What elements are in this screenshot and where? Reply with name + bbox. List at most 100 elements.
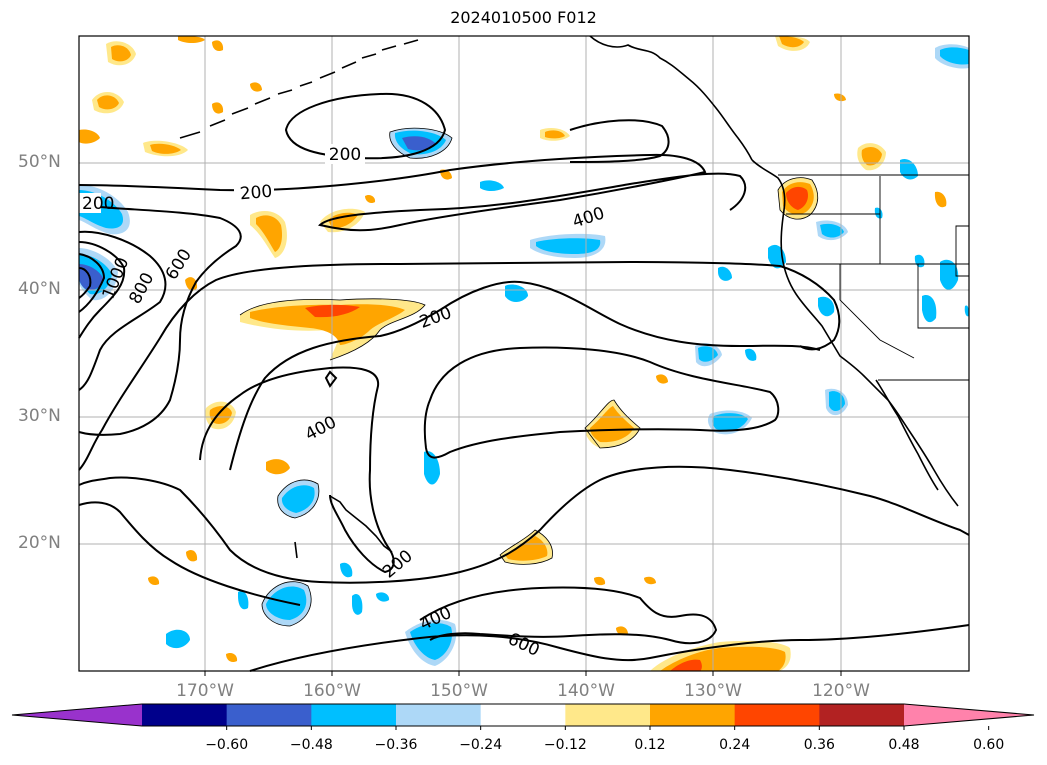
contour-line	[78, 241, 126, 339]
colorbar-swatch	[819, 704, 905, 726]
colorbar-tick-label: −0.24	[459, 737, 503, 753]
cool-blob	[712, 413, 748, 432]
warm-blob	[79, 129, 100, 144]
lon-label: 130°W	[684, 681, 742, 701]
lat-label: 40°N	[18, 279, 61, 299]
lon-ticks	[204, 671, 842, 676]
coastlines	[179, 35, 959, 559]
warm-blob	[861, 146, 882, 166]
alaska-coast	[589, 35, 753, 161]
cool-blob	[536, 238, 601, 254]
lat-label: 30°N	[18, 406, 61, 426]
warm-blob	[779, 36, 804, 48]
cool-blob	[281, 485, 315, 513]
warm-blob	[111, 45, 131, 62]
warm-blob	[656, 374, 668, 384]
contour-line	[78, 253, 106, 313]
cool-blob	[238, 590, 249, 610]
contour-label: 200	[329, 145, 361, 165]
warm-blob	[212, 40, 224, 52]
hawaii-islands	[329, 495, 393, 553]
colorbar-outline	[11, 703, 1035, 727]
contour-line	[569, 119, 670, 163]
colorbar	[11, 703, 1035, 730]
lon-label: 150°W	[430, 681, 488, 701]
colorbar-tick-label: −0.48	[289, 737, 333, 753]
warm-blob	[934, 191, 947, 208]
lon-label: 120°W	[812, 681, 870, 701]
contour-line	[78, 267, 92, 299]
cool-blob	[745, 348, 757, 361]
contour-line	[423, 346, 780, 459]
lon-label: 140°W	[557, 681, 615, 701]
cool-blob	[376, 592, 390, 602]
colorbar-tick-label: −0.60	[205, 737, 249, 753]
warm-blob	[365, 194, 376, 204]
contour-line	[249, 624, 970, 672]
positive-anomaly-fills	[79, 36, 947, 671]
lat-label: 50°N	[18, 152, 61, 172]
cool-blob	[820, 223, 844, 238]
graticule	[79, 36, 969, 671]
cool-blob	[940, 259, 959, 290]
contour-line	[78, 465, 970, 584]
contour-line	[419, 586, 718, 645]
colorbar-tick-label: 0.36	[803, 737, 835, 753]
cool-blob	[505, 284, 528, 302]
cool-blob	[818, 296, 835, 317]
cool-blob	[402, 136, 436, 151]
colorbar-swatch	[650, 704, 736, 726]
anomaly-outlines	[239, 127, 819, 627]
warm-blob	[178, 36, 205, 43]
cool-blob	[352, 593, 363, 615]
colorbar-swatch	[565, 704, 651, 726]
warm-blob	[148, 576, 160, 586]
cool-blob	[922, 294, 937, 323]
warm-blob	[594, 576, 606, 586]
state-borders	[778, 174, 970, 381]
contour-line	[229, 280, 821, 471]
contour-line	[324, 370, 338, 388]
colorbar-swatch	[480, 704, 566, 726]
map-title: 2024010500 F012	[450, 8, 597, 27]
small-island	[294, 541, 298, 559]
colorbar-swatch	[142, 704, 228, 726]
colorbar-extend-min	[12, 704, 142, 726]
warm-blob	[186, 549, 198, 562]
contour-label: 200	[82, 194, 114, 214]
contour-line	[78, 501, 301, 606]
pacific-northwest-coast	[751, 159, 959, 507]
colorbar-tick-label: 0.12	[634, 737, 666, 753]
cool-blob	[874, 207, 883, 219]
warm-blob	[786, 186, 808, 210]
warm-blob	[266, 459, 290, 475]
cool-blob	[410, 623, 453, 660]
colorbar-tick-label: −0.36	[374, 737, 418, 753]
lon-label: 170°W	[176, 681, 234, 701]
warm-blob	[150, 143, 181, 154]
warm-blob	[212, 102, 224, 114]
colorbar-tick-label: 0.60	[973, 737, 1005, 753]
warm-blob	[505, 536, 548, 561]
lat-label: 20°N	[18, 533, 61, 553]
contour-line	[199, 366, 395, 574]
warm-blob	[226, 652, 238, 663]
warm-blob	[644, 576, 656, 585]
warm-blob	[834, 93, 846, 102]
lon-label: 160°W	[303, 681, 361, 701]
plot-area	[79, 36, 969, 671]
cool-blob	[166, 629, 190, 649]
warm-blob	[97, 95, 119, 110]
colorbar-tick-label: 0.24	[719, 737, 751, 753]
colorbar-swatch	[396, 704, 482, 726]
colorbar-swatch	[311, 704, 397, 726]
colorbar-tick-label: 0.48	[888, 737, 920, 753]
contour-line	[78, 260, 841, 471]
colorbar-swatch	[734, 704, 820, 726]
contour-line	[78, 153, 747, 232]
warm-blob	[250, 304, 405, 345]
contour-line	[78, 230, 167, 391]
warm-blob	[545, 130, 565, 139]
warm-blob	[250, 82, 262, 92]
